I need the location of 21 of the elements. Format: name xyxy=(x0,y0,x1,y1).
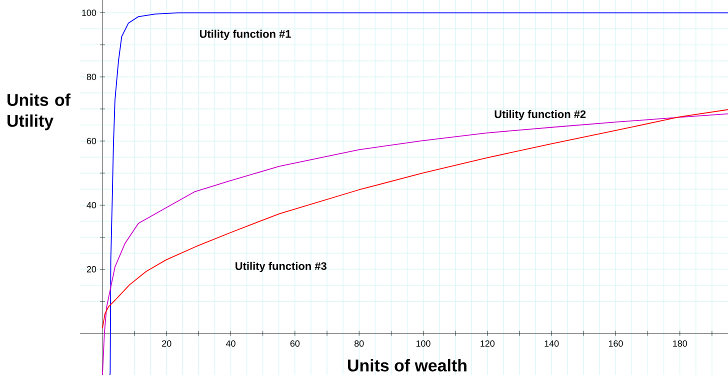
annotation: Utility function #1 xyxy=(200,30,291,40)
x-tick-label: 100 xyxy=(416,340,430,347)
line-series xyxy=(109,12,728,375)
y-tick-label: 40 xyxy=(86,202,96,208)
annotation: Utility function #2 xyxy=(494,110,586,120)
x-axis-title: Units of wealth xyxy=(348,359,466,372)
x-tick-label: 160 xyxy=(608,340,623,347)
x-tick-label: 140 xyxy=(544,340,559,347)
x-tick-label: 80 xyxy=(354,340,364,347)
annotation: Utility function #3 xyxy=(236,262,326,272)
y-tick-label: 100 xyxy=(82,10,96,16)
x-tick-label: 20 xyxy=(162,340,172,347)
y-tick-label: 80 xyxy=(86,74,96,80)
y-tick-label: 20 xyxy=(86,266,96,272)
x-tick-label: 40 xyxy=(226,340,236,347)
y-axis-title: Units of Utility xyxy=(8,94,71,130)
line-series xyxy=(102,109,728,329)
y-tick-label: 60 xyxy=(86,138,96,144)
x-tick-label: 60 xyxy=(290,340,300,347)
x-tick-label: 120 xyxy=(480,340,495,347)
x-tick-label: 180 xyxy=(673,340,688,347)
